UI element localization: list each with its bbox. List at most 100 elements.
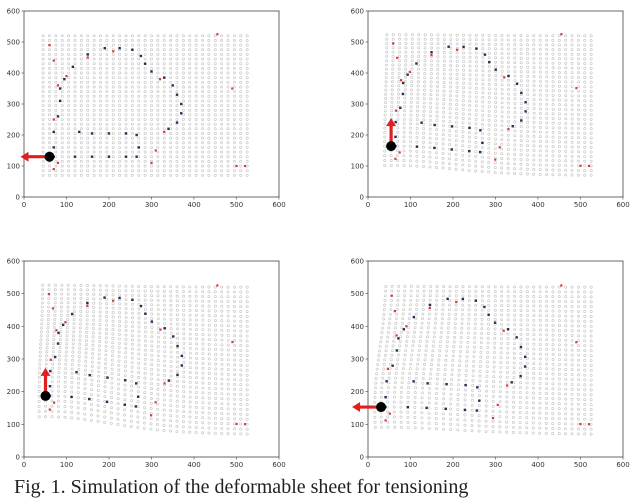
- grid-point: [105, 319, 109, 323]
- sheet-marker: [426, 382, 429, 385]
- sheet-marker: [475, 47, 478, 50]
- grid-point: [188, 299, 192, 303]
- grid-point: [486, 327, 490, 331]
- grid-point: [245, 349, 249, 353]
- grid-point: [394, 371, 398, 375]
- grid-point: [207, 416, 211, 420]
- grid-point: [545, 149, 549, 153]
- grid-point: [175, 384, 179, 388]
- grid-point: [409, 164, 412, 168]
- grid-point: [111, 315, 115, 319]
- grid-point: [86, 71, 90, 75]
- grid-point: [37, 375, 41, 379]
- sheet-marker: [136, 395, 140, 398]
- grid-point: [403, 353, 407, 357]
- grid-point: [129, 419, 133, 423]
- grid-point: [137, 321, 141, 324]
- grid-point: [538, 102, 542, 106]
- grid-point: [54, 113, 58, 117]
- grid-point: [226, 314, 230, 318]
- grid-point: [435, 114, 439, 118]
- grid-point: [214, 382, 218, 386]
- grid-point: [406, 395, 410, 399]
- grid-point: [480, 289, 484, 293]
- grid-point: [70, 411, 74, 414]
- grid-point: [589, 71, 593, 75]
- grid-point: [73, 71, 77, 75]
- grid-point: [442, 37, 446, 41]
- grid-point: [472, 364, 475, 368]
- grid-point: [116, 417, 120, 421]
- grid-point: [538, 168, 542, 172]
- grid-point: [175, 57, 179, 61]
- grid-point: [436, 89, 439, 93]
- grid-point: [188, 385, 192, 389]
- grid-point: [175, 62, 179, 66]
- grid-point: [519, 43, 523, 47]
- grid-point: [455, 285, 458, 289]
- grid-point: [188, 155, 192, 159]
- grid-point: [519, 106, 523, 110]
- grid-point: [213, 295, 217, 299]
- grid-point: [451, 359, 455, 363]
- grid-point: [386, 390, 390, 394]
- grid-point: [564, 159, 568, 163]
- grid-point: [175, 299, 179, 303]
- grid-point: [449, 382, 453, 386]
- grid-point: [583, 378, 587, 382]
- grid-point: [195, 381, 199, 385]
- grid-point: [500, 47, 504, 51]
- grid-point: [220, 169, 224, 173]
- grid-point: [576, 407, 580, 411]
- grid-point: [130, 164, 134, 168]
- grid-point: [232, 300, 236, 304]
- grid-point: [213, 34, 217, 38]
- grid-point: [518, 421, 522, 425]
- grid-point: [411, 344, 415, 348]
- grid-point: [583, 407, 587, 411]
- grid-point: [239, 388, 243, 392]
- grid-point: [513, 134, 517, 138]
- grid-point: [110, 391, 114, 395]
- grid-point: [577, 99, 580, 102]
- grid-point: [129, 409, 133, 413]
- grid-point: [487, 65, 491, 69]
- grid-point: [98, 288, 102, 292]
- grid-point: [475, 69, 478, 73]
- sheet-marker: [399, 106, 402, 110]
- grid-point: [233, 343, 236, 347]
- grid-point: [485, 370, 489, 374]
- grid-point: [67, 66, 71, 70]
- grid-point: [421, 376, 425, 380]
- grid-point: [383, 154, 387, 158]
- grid-point: [54, 38, 58, 42]
- grid-point: [551, 43, 555, 47]
- grid-point: [557, 367, 561, 371]
- grid-point: [84, 347, 88, 351]
- grid-point: [532, 121, 536, 124]
- grid-point: [195, 332, 199, 336]
- grid-point: [564, 285, 568, 289]
- grid-point: [111, 71, 115, 75]
- grid-point: [428, 136, 432, 140]
- grid-point: [207, 99, 211, 103]
- grid-point: [207, 285, 211, 289]
- grid-point: [195, 356, 199, 360]
- grid-point: [428, 294, 432, 298]
- grid-point: [532, 299, 536, 303]
- grid-point: [583, 76, 587, 79]
- grid-point: [181, 430, 185, 434]
- grid-point: [493, 147, 497, 150]
- grid-point: [220, 422, 224, 425]
- grid-point: [389, 308, 393, 312]
- grid-point: [448, 107, 452, 110]
- grid-point: [583, 122, 587, 126]
- grid-point: [551, 407, 555, 410]
- grid-point: [519, 52, 523, 56]
- grid-point: [435, 294, 439, 298]
- grid-point: [188, 99, 192, 103]
- grid-point: [207, 386, 211, 390]
- grid-point: [526, 111, 530, 115]
- grid-point: [156, 169, 160, 173]
- grid-point: [98, 301, 102, 305]
